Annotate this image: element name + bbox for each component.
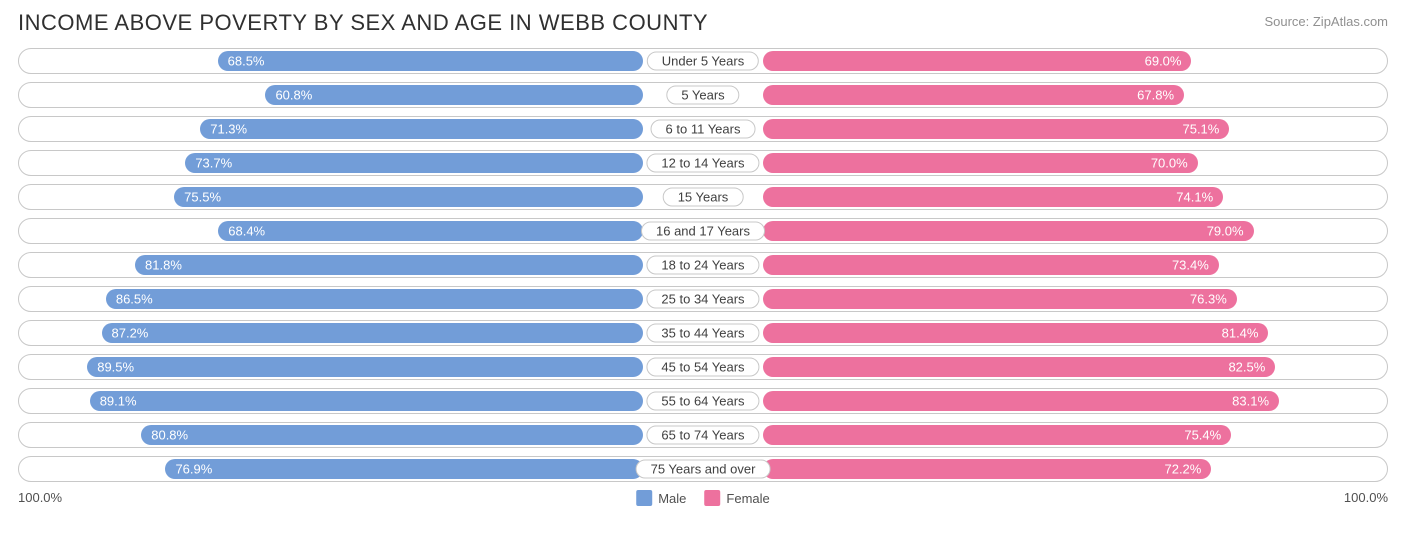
female-value-label: 73.4% bbox=[1172, 258, 1209, 273]
male-bar: 86.5% bbox=[106, 289, 643, 309]
chart-row: 73.7% 70.0% 12 to 14 Years bbox=[18, 150, 1388, 176]
axis-label-right: 100.0% bbox=[1344, 490, 1388, 505]
female-bar: 72.2% bbox=[763, 459, 1211, 479]
chart-row: 87.2% 81.4% 35 to 44 Years bbox=[18, 320, 1388, 346]
male-value-label: 71.3% bbox=[210, 122, 247, 137]
female-value-label: 81.4% bbox=[1222, 326, 1259, 341]
category-label: 15 Years bbox=[663, 188, 744, 207]
female-value-label: 83.1% bbox=[1232, 394, 1269, 409]
male-value-label: 89.5% bbox=[97, 360, 134, 375]
female-bar: 75.1% bbox=[763, 119, 1229, 139]
category-label: 12 to 14 Years bbox=[646, 154, 759, 173]
male-value-label: 68.5% bbox=[228, 54, 265, 69]
category-label: 5 Years bbox=[666, 86, 739, 105]
legend-swatch-female bbox=[704, 490, 720, 506]
category-label: 65 to 74 Years bbox=[646, 426, 759, 445]
male-bar: 81.8% bbox=[135, 255, 643, 275]
category-label: 6 to 11 Years bbox=[651, 120, 756, 139]
category-label: 18 to 24 Years bbox=[646, 256, 759, 275]
category-label: 35 to 44 Years bbox=[646, 324, 759, 343]
male-value-label: 87.2% bbox=[112, 326, 149, 341]
male-bar: 75.5% bbox=[174, 187, 643, 207]
female-value-label: 69.0% bbox=[1145, 54, 1182, 69]
male-bar: 68.5% bbox=[218, 51, 643, 71]
female-bar: 70.0% bbox=[763, 153, 1198, 173]
chart-row: 80.8% 75.4% 65 to 74 Years bbox=[18, 422, 1388, 448]
female-bar: 81.4% bbox=[763, 323, 1268, 343]
header: INCOME ABOVE POVERTY BY SEX AND AGE IN W… bbox=[18, 10, 1388, 36]
female-bar: 74.1% bbox=[763, 187, 1223, 207]
male-bar: 89.1% bbox=[90, 391, 643, 411]
female-bar: 67.8% bbox=[763, 85, 1184, 105]
chart-row: 76.9% 72.2% 75 Years and over bbox=[18, 456, 1388, 482]
legend-label-female: Female bbox=[726, 491, 769, 506]
chart-row: 60.8% 67.8% 5 Years bbox=[18, 82, 1388, 108]
chart-row: 86.5% 76.3% 25 to 34 Years bbox=[18, 286, 1388, 312]
male-value-label: 86.5% bbox=[116, 292, 153, 307]
male-bar: 89.5% bbox=[87, 357, 643, 377]
male-bar: 60.8% bbox=[265, 85, 643, 105]
male-value-label: 75.5% bbox=[184, 190, 221, 205]
female-value-label: 82.5% bbox=[1228, 360, 1265, 375]
female-bar: 75.4% bbox=[763, 425, 1231, 445]
male-bar: 76.9% bbox=[165, 459, 643, 479]
male-bar: 87.2% bbox=[102, 323, 644, 343]
male-bar: 68.4% bbox=[218, 221, 643, 241]
category-label: 16 and 17 Years bbox=[641, 222, 765, 241]
category-label: 75 Years and over bbox=[636, 460, 771, 479]
male-value-label: 60.8% bbox=[275, 88, 312, 103]
legend-swatch-male bbox=[636, 490, 652, 506]
legend: Male Female bbox=[636, 490, 770, 506]
female-bar: 73.4% bbox=[763, 255, 1219, 275]
male-value-label: 73.7% bbox=[195, 156, 232, 171]
chart-row: 71.3% 75.1% 6 to 11 Years bbox=[18, 116, 1388, 142]
legend-label-male: Male bbox=[658, 491, 686, 506]
female-bar: 76.3% bbox=[763, 289, 1237, 309]
category-label: 55 to 64 Years bbox=[646, 392, 759, 411]
chart-title: INCOME ABOVE POVERTY BY SEX AND AGE IN W… bbox=[18, 10, 708, 36]
category-label: 25 to 34 Years bbox=[646, 290, 759, 309]
female-bar: 69.0% bbox=[763, 51, 1191, 71]
male-value-label: 81.8% bbox=[145, 258, 182, 273]
axis-label-left: 100.0% bbox=[18, 490, 62, 505]
female-value-label: 76.3% bbox=[1190, 292, 1227, 307]
male-bar: 73.7% bbox=[185, 153, 643, 173]
legend-item-male: Male bbox=[636, 490, 686, 506]
male-value-label: 68.4% bbox=[228, 224, 265, 239]
chart-row: 89.1% 83.1% 55 to 64 Years bbox=[18, 388, 1388, 414]
female-value-label: 74.1% bbox=[1176, 190, 1213, 205]
source-attribution: Source: ZipAtlas.com bbox=[1264, 10, 1388, 29]
female-value-label: 70.0% bbox=[1151, 156, 1188, 171]
chart-footer: 100.0% Male Female 100.0% bbox=[18, 490, 1388, 514]
chart-row: 68.4% 79.0% 16 and 17 Years bbox=[18, 218, 1388, 244]
chart-row: 68.5% 69.0% Under 5 Years bbox=[18, 48, 1388, 74]
category-label: 45 to 54 Years bbox=[646, 358, 759, 377]
male-value-label: 89.1% bbox=[100, 394, 137, 409]
chart-row: 89.5% 82.5% 45 to 54 Years bbox=[18, 354, 1388, 380]
male-value-label: 80.8% bbox=[151, 428, 188, 443]
female-value-label: 72.2% bbox=[1164, 462, 1201, 477]
female-value-label: 75.4% bbox=[1184, 428, 1221, 443]
diverging-bar-chart: 68.5% 69.0% Under 5 Years 60.8% 67.8% 5 Years… bbox=[18, 48, 1388, 482]
chart-row: 75.5% 74.1% 15 Years bbox=[18, 184, 1388, 210]
female-value-label: 67.8% bbox=[1137, 88, 1174, 103]
female-bar: 83.1% bbox=[763, 391, 1279, 411]
chart-row: 81.8% 73.4% 18 to 24 Years bbox=[18, 252, 1388, 278]
male-bar: 71.3% bbox=[200, 119, 643, 139]
category-label: Under 5 Years bbox=[647, 52, 759, 71]
female-bar: 82.5% bbox=[763, 357, 1275, 377]
female-value-label: 79.0% bbox=[1207, 224, 1244, 239]
female-value-label: 75.1% bbox=[1182, 122, 1219, 137]
male-bar: 80.8% bbox=[141, 425, 643, 445]
legend-item-female: Female bbox=[704, 490, 769, 506]
female-bar: 79.0% bbox=[763, 221, 1254, 241]
male-value-label: 76.9% bbox=[175, 462, 212, 477]
